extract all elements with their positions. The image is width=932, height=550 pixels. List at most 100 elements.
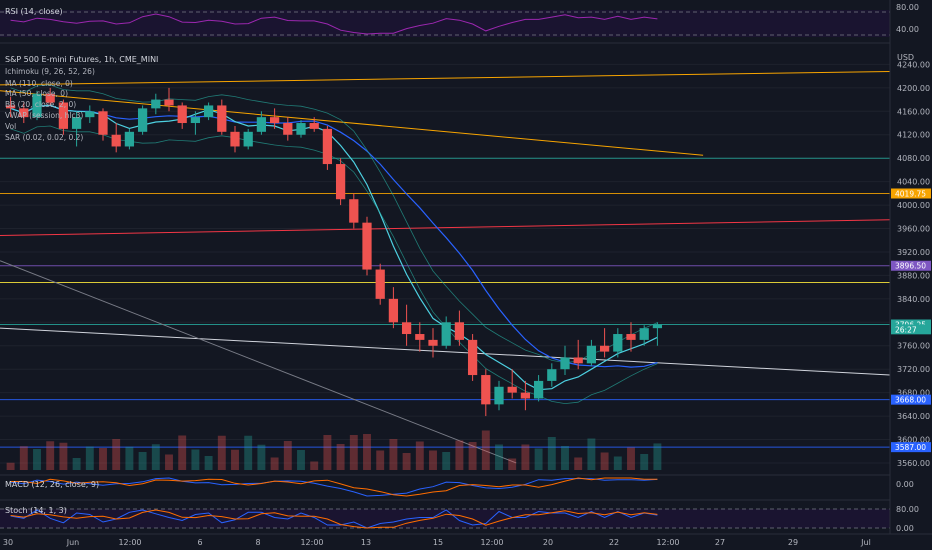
price-tick-label: 3680.00 [897,389,930,398]
volume-bar [85,446,94,470]
volume-bar [112,439,121,470]
rsi-label: RSI (14, close) [5,7,63,16]
volume-bar [19,446,28,470]
bb-upper-line [10,84,658,364]
candle-body [428,339,438,346]
time-tick-label: 30 [3,538,13,547]
volume-bar [59,442,68,470]
volume-bar [600,452,609,470]
volume-bar [442,452,451,470]
time-tick-label: 6 [197,538,202,547]
price-tick-label: 3720.00 [897,365,930,374]
price-badge-label: 3668.00 [895,396,926,405]
volume-bar [283,441,292,470]
price-tick-label: 3760.00 [897,342,930,351]
candle-body [32,93,42,118]
candle-body [269,117,280,124]
ma-110-line [10,104,658,368]
time-tick-label: 12:00 [656,538,679,547]
candle-body [560,357,570,370]
currency-label: USD [897,53,914,62]
candle-body [573,357,583,364]
volume-bar [165,454,173,470]
price-badge-label: 4019.75 [895,190,926,199]
trendlines [0,70,891,464]
indicator-vol[interactable]: Vol [5,122,16,131]
candle-body [137,108,148,132]
volume-bar [310,461,319,470]
price-pane[interactable]: 4240.00 4200.00 4160.00 4120.00 4080.00 4040.… [0,53,931,470]
price-tick-label: 4040.00 [897,178,930,187]
time-tick-label: 22 [609,538,619,547]
candle-body [19,108,29,118]
volume-bar [376,450,385,470]
rsi-pane[interactable]: RSI (14, close) 80.00 40.00 [0,3,919,44]
volume-bar [429,450,437,470]
rsi-tick-40: 40.00 [896,25,919,34]
rsi-band [0,10,890,37]
price-tick-label: 3560.00 [897,459,930,468]
stoch-d-line [10,509,658,529]
time-tick-label: 12:00 [300,538,323,547]
indicator-vwap[interactable]: VWAP (session, hlc3) [5,111,83,120]
indicator-ichimoku[interactable]: Ichimoku (9, 26, 52, 26) [5,67,95,76]
candle-body [124,131,135,147]
time-tick-label: 15 [433,538,443,547]
volume-bar [33,449,41,470]
candle-body [507,386,517,393]
volume-bar [138,452,147,470]
candle-body [375,269,385,299]
candle-body [85,111,95,118]
candle-body [203,105,214,118]
candle-body [652,324,663,329]
candle-body [626,334,636,340]
trendline [0,219,891,237]
candle-body [481,375,491,405]
volume-bar [191,449,200,470]
price-tick-label: 4000.00 [897,201,930,210]
candle-body [309,123,319,129]
price-tick-label: 4160.00 [897,107,930,116]
volume-bar [270,457,279,470]
indicator-ma-50[interactable]: MA (50, close, 0) [5,89,68,98]
price-tick-label: 4200.00 [897,84,930,93]
indicator-sar[interactable]: SAR (0.02, 0.02, 0.2) [5,133,83,142]
candle-body [415,334,425,340]
price-tick-label: 3920.00 [897,248,930,257]
volume-bar [46,441,55,470]
volume-bar [336,444,345,470]
time-tick-label: 20 [543,538,553,547]
indicator-bb[interactable]: BB (20, close, 2, 0) [5,100,76,109]
macd-tick-0: 0.00 [896,480,914,489]
time-axis[interactable]: 30 Jun 12:00 6 8 12:00 13 15 12:00 20 22 12:00 27 29 J… [3,538,871,547]
volume-bar [125,446,134,470]
macd-pane[interactable]: MACD (12, 26, close, 9) 0.00 [0,474,914,497]
stoch-pane[interactable]: Stoch (14, 1, 3) 80.00 0.00 [0,499,919,533]
candle-body [613,334,623,352]
candle-body [5,105,16,109]
horizontal-levels [0,157,890,448]
volume-bar [508,458,517,470]
indicator-ma-110[interactable]: MA (110, close, 0) [5,79,73,88]
volume-bar [613,456,622,470]
volume-bar [653,443,662,470]
candle-body [335,164,346,200]
candlesticks [5,87,663,417]
price-badge [891,394,931,405]
ma-50-line [10,104,658,391]
time-tick-label: 8 [255,538,260,547]
candle-body [230,131,240,147]
volume-bar [231,449,239,470]
candle-body [283,123,293,135]
stoch-tick-0: 0.00 [896,524,914,533]
price-tick-label: 4120.00 [897,131,930,140]
volume-bar [561,446,569,470]
price-tick-label: 3960.00 [897,225,930,234]
chart-legend: S&P 500 E-mini Futures, 1h, CME_MINI Ich… [5,55,158,142]
candle-body [111,134,121,147]
price-tick-label: 3600.00 [897,436,930,445]
time-tick-label: 12:00 [480,538,503,547]
stoch-label: Stoch (14, 1, 3) [5,506,67,515]
candle-body [533,380,544,399]
